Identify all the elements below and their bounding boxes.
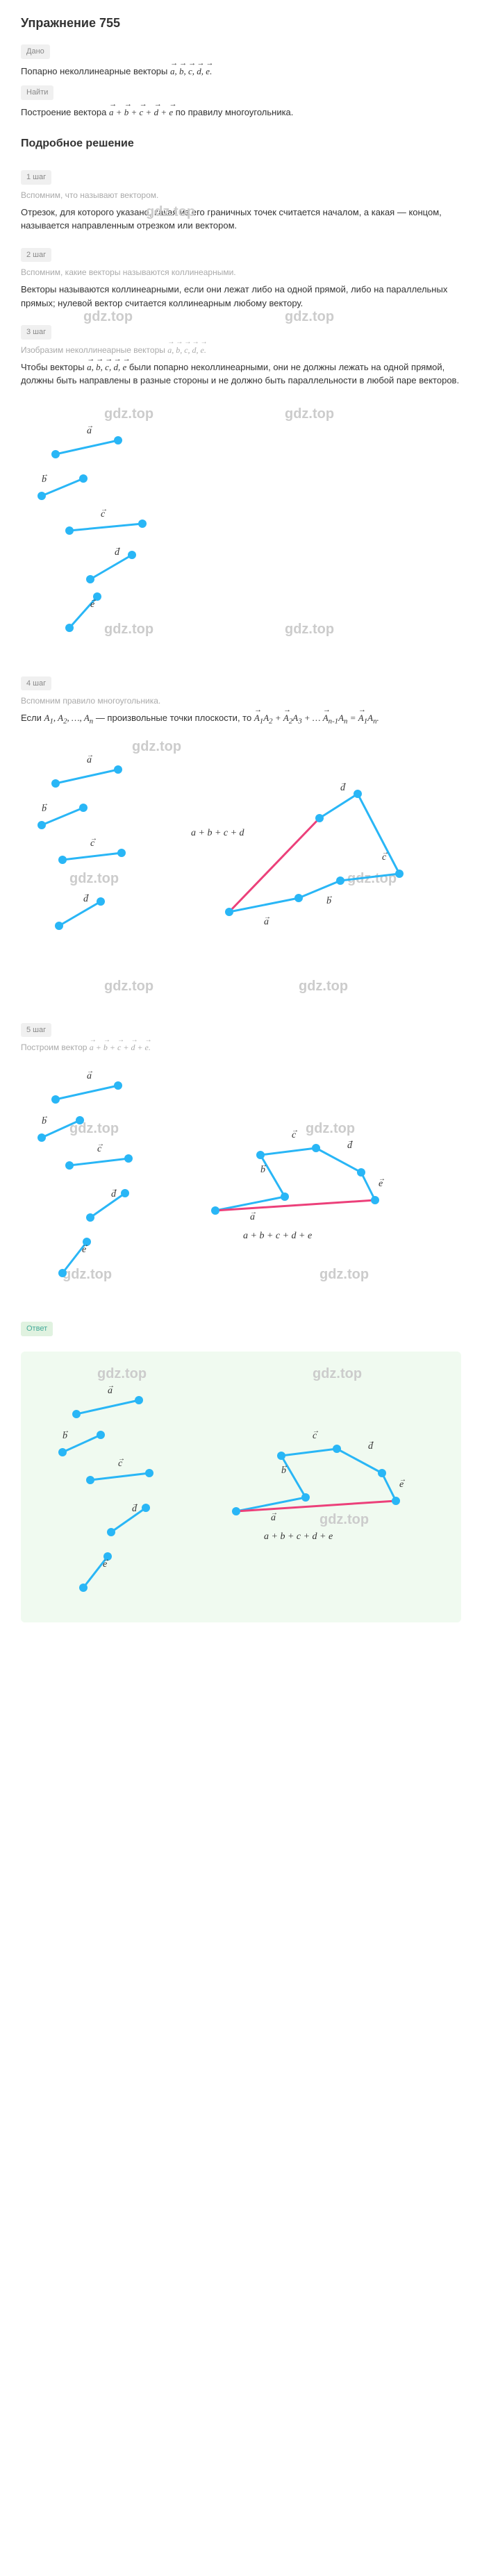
svg-text:d: d — [340, 783, 346, 793]
svg-text:b: b — [42, 474, 47, 485]
diagram2-svg: gdz.topgdz.topgdz.topgdz.topgdz.top→a→b→… — [21, 738, 451, 1002]
svg-text:gdz.top: gdz.top — [104, 622, 153, 637]
step1-hint: Вспомним, что называют вектором. — [21, 189, 461, 201]
diagram-polygon-5vec: gdz.topgdz.topgdz.topgdz.top→a→b→c→d→e→a… — [21, 1065, 461, 1301]
svg-text:d: d — [83, 894, 89, 904]
svg-text:gdz.top: gdz.top — [69, 871, 119, 886]
svg-text:b: b — [42, 1116, 47, 1127]
find-text: Построение вектора a + b + c + d + e по … — [21, 106, 461, 119]
find-suffix: по правилу многоугольника. — [176, 107, 294, 117]
svg-text:a: a — [87, 755, 92, 765]
step3-para-a: Чтобы векторы — [21, 362, 87, 372]
svg-text:b: b — [281, 1465, 286, 1476]
step4-hint: Вспомним правило многоугольника. — [21, 695, 461, 707]
svg-text:a + b + c + d + e: a + b + c + d + e — [264, 1531, 333, 1542]
svg-text:c: c — [118, 1459, 123, 1469]
answer-svg: gdz.topgdz.topgdz.top→a→b→c→d→e→a→b→c→d→… — [35, 1365, 451, 1609]
svg-text:b: b — [63, 1431, 67, 1441]
step4-para-b: — произвольные точки плоскости, то — [96, 713, 254, 723]
step3-badge: 3 шаг — [21, 325, 51, 340]
svg-text:d: d — [111, 1189, 117, 1199]
step5-expr: a + b + c + d + e. — [90, 1042, 151, 1052]
svg-text:b: b — [326, 896, 331, 906]
svg-text:a: a — [87, 1071, 92, 1081]
svg-text:a: a — [108, 1386, 113, 1396]
diagram-polygon-4vec: gdz.topgdz.topgdz.topgdz.topgdz.top→a→b→… — [21, 738, 461, 1002]
svg-text:gdz.top: gdz.top — [132, 739, 181, 754]
diagram3-svg: gdz.topgdz.topgdz.topgdz.top→a→b→c→d→e→a… — [21, 1065, 451, 1301]
diagram1-svg: gdz.topgdz.topgdz.topgdz.top→a→b→c→d→e — [21, 399, 451, 656]
svg-text:gdz.top: gdz.top — [285, 622, 334, 637]
step3-para: Чтобы векторы a, b, c, d, e были попарно… — [21, 360, 461, 388]
svg-text:c: c — [101, 509, 106, 520]
step1-para: Отрезок, для которого указано, какая из … — [21, 206, 461, 233]
step4-para-a: Если — [21, 713, 44, 723]
svg-text:gdz.top: gdz.top — [319, 1512, 369, 1527]
find-badge: Найти — [21, 85, 53, 100]
given-text: Попарно неколлинеарные векторы a, b, c, … — [21, 65, 461, 78]
solution-heading: Подробное решение — [21, 135, 461, 152]
svg-text:gdz.top: gdz.top — [319, 1267, 369, 1282]
svg-text:c: c — [90, 838, 95, 849]
given-prefix: Попарно неколлинеарные векторы — [21, 66, 170, 76]
svg-text:a: a — [271, 1513, 276, 1523]
svg-text:a + b + c + d: a + b + c + d — [191, 828, 245, 838]
step4-badge: 4 шаг — [21, 676, 51, 691]
step3-vecs: a, b, c, d, e — [87, 362, 126, 372]
step5-badge: 5 шаг — [21, 1023, 51, 1038]
answer-box: gdz.topgdz.topgdz.top→a→b→c→d→e→a→b→c→d→… — [21, 1352, 461, 1622]
step4-para: Если A1, A2, …, An — произвольные точки … — [21, 711, 461, 727]
svg-text:b: b — [260, 1165, 265, 1175]
svg-text:e: e — [379, 1179, 383, 1189]
svg-text:gdz.top: gdz.top — [313, 1366, 362, 1381]
svg-text:gdz.top: gdz.top — [104, 406, 153, 422]
svg-text:e: e — [103, 1559, 107, 1570]
find-expr: a + b + c + d + e — [109, 107, 173, 117]
svg-text:gdz.top: gdz.top — [306, 1121, 355, 1136]
step5-hint-prefix: Построим вектор — [21, 1042, 90, 1052]
step4-points: A1, A2, …, An — [44, 713, 93, 723]
svg-text:e: e — [399, 1479, 404, 1490]
svg-text:a: a — [264, 917, 269, 927]
step2-para: Векторы называются коллинеарными, если о… — [21, 283, 461, 310]
given-vectors: a, b, c, d, e. — [170, 66, 212, 76]
find-prefix: Построение вектора — [21, 107, 109, 117]
svg-text:d: d — [347, 1140, 353, 1151]
svg-text:gdz.top: gdz.top — [299, 979, 348, 994]
step2-badge: 2 шаг — [21, 248, 51, 263]
svg-text:a: a — [250, 1212, 255, 1222]
diagram-vectors-standalone: gdz.topgdz.topgdz.topgdz.top→a→b→c→d→e — [21, 399, 461, 656]
svg-text:gdz.top: gdz.top — [285, 406, 334, 422]
svg-text:c: c — [97, 1144, 102, 1154]
svg-text:a: a — [87, 426, 92, 436]
svg-text:e: e — [90, 599, 94, 610]
answer-badge: Ответ — [21, 1322, 53, 1336]
step4-sum: A1A2 + A2A3 + … An-1An = A1An. — [254, 713, 379, 723]
step2-content: Векторы называются коллинеарными, если о… — [21, 283, 461, 310]
page-title: Упражнение 755 — [21, 14, 461, 33]
svg-text:b: b — [42, 804, 47, 814]
step1-content: gdz.top Отрезок, для которого указано, к… — [21, 206, 461, 233]
svg-text:c: c — [382, 852, 387, 863]
given-badge: Дано — [21, 44, 50, 59]
svg-text:d: d — [368, 1441, 374, 1452]
svg-text:gdz.top: gdz.top — [63, 1267, 112, 1282]
svg-text:gdz.top: gdz.top — [104, 979, 153, 994]
svg-text:e: e — [82, 1245, 86, 1255]
step2-hint: Вспомним, какие векторы называются колли… — [21, 266, 461, 279]
step1-badge: 1 шаг — [21, 170, 51, 185]
svg-text:c: c — [292, 1130, 297, 1140]
svg-text:gdz.top: gdz.top — [97, 1366, 147, 1381]
svg-text:d: d — [115, 547, 120, 558]
svg-text:gdz.top: gdz.top — [69, 1121, 119, 1136]
svg-text:c: c — [313, 1431, 317, 1441]
step5-hint: Построим вектор a + b + c + d + e. — [21, 1041, 461, 1054]
svg-text:d: d — [132, 1504, 138, 1514]
svg-text:a + b + c + d + e: a + b + c + d + e — [243, 1231, 312, 1241]
step3-hint-vecs: a, b, c, d, e. — [167, 345, 206, 355]
